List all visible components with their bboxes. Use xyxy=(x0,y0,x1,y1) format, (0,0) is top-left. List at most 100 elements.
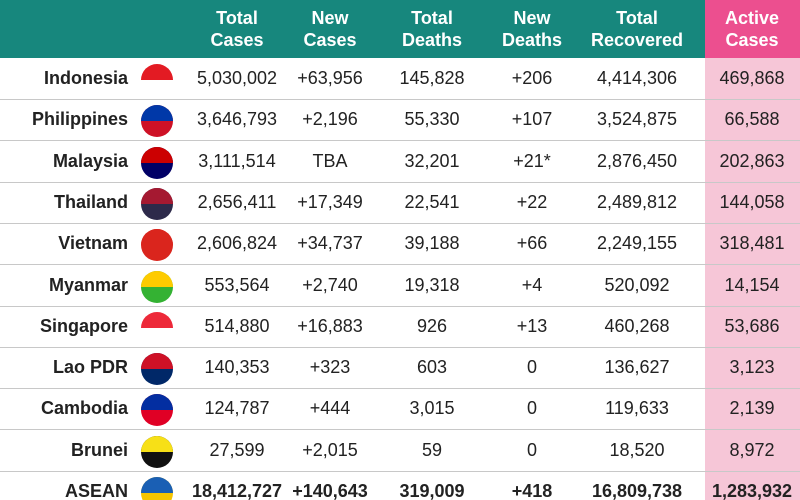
cell-value: 18,520 xyxy=(609,439,665,460)
cell-value: 53,686 xyxy=(724,315,780,336)
cell-value: 3,524,875 xyxy=(596,109,678,130)
cell-value: +418 xyxy=(511,481,553,500)
cell-value: 66,588 xyxy=(724,109,780,130)
header-text: Total Cases xyxy=(210,8,264,50)
cell-value: 2,489,812 xyxy=(596,191,678,212)
country-name: Cambodia xyxy=(40,398,128,419)
cell-value: 553,564 xyxy=(204,274,270,295)
cell-value: +444 xyxy=(309,398,351,419)
country-name: Vietnam xyxy=(58,233,128,254)
table-row: Brunei 27,599 +2,015 59 0 18,520 8,972 xyxy=(0,430,800,472)
cell-value: 8,972 xyxy=(729,439,775,460)
column-header: Total Deaths xyxy=(382,4,482,54)
cell-value: 0 xyxy=(526,357,537,378)
table-row: Vietnam 2,606,824 +34,737 39,188 +66 2,249,15… xyxy=(0,223,800,266)
flag xyxy=(141,394,173,427)
cell-value: 520,092 xyxy=(604,274,670,295)
cell-value: 3,646,793 xyxy=(196,109,278,130)
country-name: Indonesia xyxy=(43,68,128,88)
country-name: Philippines xyxy=(31,109,128,130)
header-text: Active Cases xyxy=(724,8,780,50)
cell-value: 3,015 xyxy=(409,398,455,419)
cell-value: +2,015 xyxy=(302,439,358,460)
column-header: Active Cases xyxy=(705,4,800,54)
cell-value: +17,349 xyxy=(297,191,363,212)
cell-value: 202,863 xyxy=(719,150,785,171)
cell-value: +66 xyxy=(516,233,548,254)
cell-value: 2,139 xyxy=(729,398,775,419)
country-name: ASEAN xyxy=(64,481,128,500)
flag xyxy=(141,229,173,262)
flag xyxy=(141,270,173,303)
cell-value: 19,318 xyxy=(404,274,460,295)
cell-value: 144,058 xyxy=(719,191,785,212)
active-column-bg xyxy=(705,0,800,500)
country-name: Lao PDR xyxy=(52,357,128,378)
country-name: Malaysia xyxy=(52,150,128,171)
flag xyxy=(141,64,173,96)
cell-value: 514,880 xyxy=(204,315,270,336)
cell-value: 460,268 xyxy=(604,315,670,336)
flag xyxy=(141,435,173,468)
header-text: Total Deaths xyxy=(401,8,463,50)
cell-value: 27,599 xyxy=(209,439,265,460)
cell-value: +21* xyxy=(513,150,551,171)
cell-value: 119,633 xyxy=(605,398,669,419)
country-name: Thailand xyxy=(53,191,128,212)
flag xyxy=(141,105,173,138)
flag xyxy=(141,187,173,220)
country-name: Singapore xyxy=(39,315,128,336)
column-header: New Cases xyxy=(285,4,375,54)
cell-value: 145,828 xyxy=(399,68,465,88)
table-row: Singapore 514,880 +16,883 926 +13 460,268 53,6… xyxy=(0,306,800,348)
table-row: Cambodia 124,787 +444 3,015 0 119,633 2,139 xyxy=(0,388,800,431)
cell-value: 32,201 xyxy=(404,150,460,171)
cell-value: +13 xyxy=(516,315,548,336)
flag xyxy=(141,146,173,179)
cell-value: +63,956 xyxy=(297,68,363,88)
header-bar xyxy=(0,0,800,58)
header-text: New Cases xyxy=(303,8,357,50)
cell-value: 0 xyxy=(526,439,537,460)
cell-value: 4,414,306 xyxy=(596,68,678,88)
cell-value: 14,154 xyxy=(724,274,780,295)
header-text: Total Recovered xyxy=(590,8,684,50)
cell-value: 0 xyxy=(526,398,537,419)
cell-value: 18,412,727 xyxy=(191,481,283,500)
column-header: Total Recovered xyxy=(577,4,697,54)
table-row: Thailand 2,656,411 +17,349 22,541 +22 2,489,8… xyxy=(0,182,800,224)
cell-value: 55,330 xyxy=(404,109,460,130)
cell-value: 16,809,738 xyxy=(591,481,683,500)
cell-value: +2,196 xyxy=(302,109,358,130)
table-row: ASEAN 18,412,727 +140,643 319,009 +418 16,809… xyxy=(0,471,800,500)
cell-value: 2,656,411 xyxy=(197,191,277,212)
cell-value: 124,787 xyxy=(204,398,270,419)
cell-value: 2,606,824 xyxy=(196,233,278,254)
cell-value: +4 xyxy=(521,274,543,295)
cell-value: +140,643 xyxy=(292,481,368,500)
cell-value: 2,249,155 xyxy=(596,233,678,254)
cell-value: 22,541 xyxy=(404,191,460,212)
cell-value: +323 xyxy=(309,357,351,378)
active-header-bg xyxy=(705,0,800,58)
cell-value: 318,481 xyxy=(719,233,785,254)
cell-value: 136,627 xyxy=(604,357,670,378)
cell-value: +34,737 xyxy=(297,233,363,254)
cell-value: 603 xyxy=(416,357,448,378)
cell-value: 59 xyxy=(421,439,443,460)
table-row: Myanmar 553,564 +2,740 19,318 +4 520,092 14,15… xyxy=(0,265,800,307)
country-name: Myanmar xyxy=(48,274,128,295)
cell-value: +206 xyxy=(511,68,553,88)
cell-value: 1,283,932 xyxy=(711,481,793,500)
cell-value: 926 xyxy=(416,315,448,336)
cell-value: +107 xyxy=(511,109,553,130)
cell-value: TBA xyxy=(312,150,348,171)
table-row: Philippines 3,646,793 +2,196 55,330 +107 3,52… xyxy=(0,99,800,142)
flag xyxy=(141,311,173,344)
table-row: Malaysia 3,111,514 TBA 32,201 +21* 2,876,450 2… xyxy=(0,141,800,183)
header-text: New Deaths xyxy=(501,8,563,50)
table-row: Indonesia 5,030,002 +63,956 145,828 +206 4,41… xyxy=(0,58,800,100)
cell-value: 3,123 xyxy=(729,357,775,378)
cell-value: +22 xyxy=(516,191,548,212)
